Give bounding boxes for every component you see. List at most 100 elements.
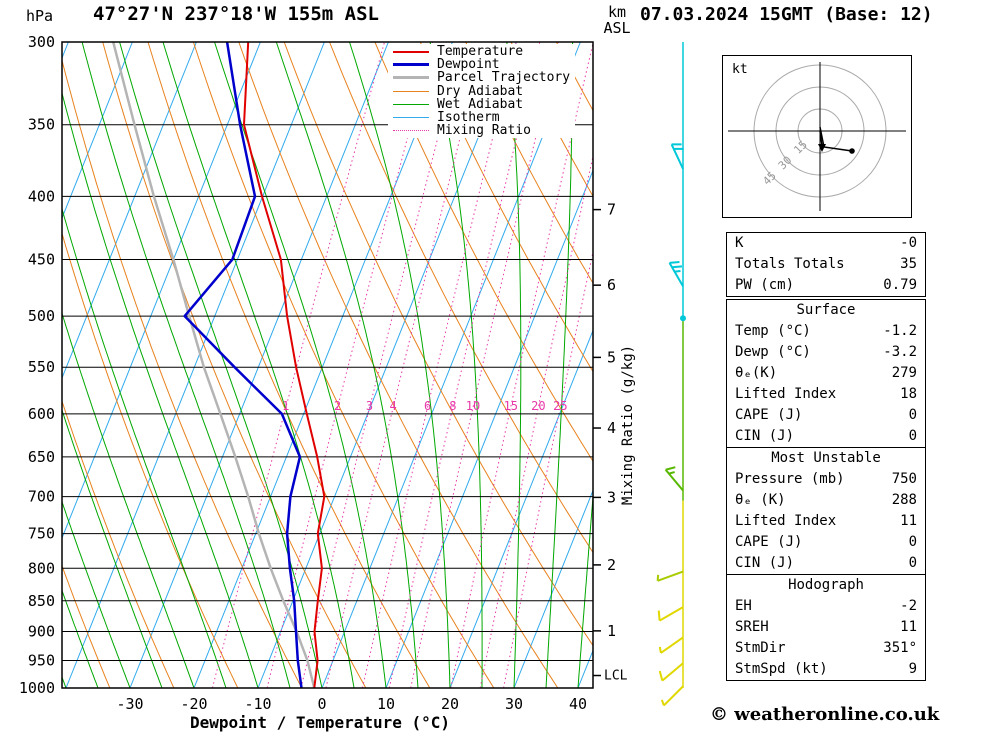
stats-table: Surface Temp (°C) -1.2 Dewp (°C) -3.2 θₑ(K) 27…: [726, 299, 926, 448]
stats-table-row: CAPE (J) 0: [727, 405, 925, 426]
stats-row-label: CAPE (J): [735, 407, 803, 423]
isotherm-line: [62, 42, 261, 540]
stats-table-row: Lifted Index 18: [727, 384, 925, 405]
wind-barb-icon: [670, 143, 684, 170]
stats-table-header: Surface: [796, 302, 856, 318]
pressure-tick-label: 350: [28, 116, 55, 134]
stats-table: K -0 Totals Totals 35 PW (cm) 0.79: [726, 232, 926, 297]
stats-table-row: Pressure (mb) 750: [727, 469, 925, 490]
isotherm-line: [0, 42, 4, 688]
km-tick-label: 1: [607, 622, 616, 640]
wind-barb-icon: [658, 636, 684, 654]
stats-row-value: 35: [900, 256, 917, 272]
stats-row-value: 11: [900, 619, 917, 635]
mixing-ratio-value-label: 8: [449, 399, 456, 413]
isotherm-line: [62, 42, 197, 380]
hodograph-unit-label: kt: [732, 62, 748, 77]
mixing-ratio-value-label: 20: [531, 399, 545, 413]
wind-barb-icon: [660, 685, 684, 707]
stats-table-row: CAPE (J) 0: [727, 532, 925, 553]
pressure-tick-label: 800: [28, 559, 55, 577]
legend-item: Isotherm: [393, 110, 570, 125]
run-datetime: 07.03.2024 15GMT (Base: 12): [640, 4, 933, 25]
isotherm-line: [129, 42, 389, 688]
wet-adiabat-line: [62, 589, 99, 688]
pressure-tick-label: 600: [28, 405, 55, 423]
legend-label: Mixing Ratio: [437, 123, 531, 139]
pressure-tick-label: 950: [28, 651, 55, 669]
wet-adiabat-line: [349, 42, 451, 688]
hodograph-trace-dot: [849, 148, 855, 154]
legend-line-sample: [393, 90, 429, 92]
wet-adiabat-line: [429, 42, 483, 688]
stats-row-label: Dewp (°C): [735, 344, 811, 360]
pressure-tick-label: 650: [28, 448, 55, 466]
isotherm-line: [385, 169, 593, 688]
temp-tick-label: -30: [116, 695, 143, 713]
stats-table-row: SREH 11: [727, 617, 925, 638]
mixing-ratio-line: [450, 42, 593, 688]
stats-row-label: StmSpd (kt): [735, 661, 828, 677]
stats-row-value: -3.2: [883, 344, 917, 360]
copyright-text: © weatheronline.co.uk: [710, 704, 940, 725]
temperature-curve: [243, 42, 326, 688]
stats-table: Most Unstable Pressure (mb) 750 θₑ (K) 288 Li…: [726, 447, 926, 575]
stats-row-value: 0: [908, 555, 917, 571]
dewpoint-curve: [183, 42, 303, 688]
km-tick-label: 4: [607, 419, 616, 437]
chart-frame: [61, 41, 594, 689]
isotherm-line: [257, 42, 517, 688]
stats-row-label: Lifted Index: [735, 513, 837, 529]
skewt-chart: 1 2 3 4 6 8 10 15 20 2530035040045050055060065070…: [0, 33, 686, 732]
km-tick-label: 6: [607, 276, 616, 294]
temp-tick-label: 40: [569, 695, 587, 713]
chart-plot-area: [0, 42, 593, 688]
storm-motion-arrowhead: [818, 144, 826, 152]
mixing-ratio-line: [361, 42, 517, 688]
isotherm-line: [577, 649, 593, 688]
isotherm-line: [62, 42, 133, 220]
stats-row-value: -1.2: [883, 323, 917, 339]
legend-item: Dry Adiabat: [393, 84, 570, 99]
stats-row-value: 0.79: [883, 277, 917, 293]
dry-adiabat-line: [102, 42, 367, 688]
wind-barb-icon: [668, 261, 684, 287]
km-tick-label: 5: [607, 348, 616, 366]
stats-table-header: Most Unstable: [771, 450, 881, 466]
stats-table-row: Dewp (°C) -3.2: [727, 342, 925, 363]
temp-tick-label: -20: [180, 695, 207, 713]
temp-tick-label: -10: [244, 695, 271, 713]
stats-table-row: Temp (°C) -1.2: [727, 321, 925, 342]
stats-row-label: K: [735, 235, 744, 251]
stats-table-row: EH -2: [727, 596, 925, 617]
legend-item: Dewpoint: [393, 57, 570, 72]
dry-adiabat-line: [62, 564, 111, 688]
stats-row-value: 351°: [883, 640, 917, 656]
stats-row-value: -0: [900, 235, 917, 251]
isotherm-line: [449, 329, 593, 688]
mixing-ratio-value-label: 15: [504, 399, 518, 413]
km-axis-header-line1: km: [607, 3, 627, 21]
stats-row-value: -2: [900, 598, 917, 614]
stats-row-label: Pressure (mb): [735, 471, 845, 487]
dry-adiabat-line: [465, 42, 593, 285]
legend-line-sample: [393, 63, 429, 67]
km-tick-label: 2: [607, 556, 616, 574]
pressure-tick-label: 500: [28, 307, 55, 325]
km-axis-header-line2: ASL: [603, 19, 631, 37]
mixing-ratio-line: [325, 42, 485, 688]
wind-barb-icon: [656, 570, 684, 582]
mixing-ratio-value-label: 2: [334, 399, 341, 413]
legend-line-sample: [393, 76, 429, 80]
stats-table-row: CIN (J) 0: [727, 553, 925, 574]
stats-row-value: 11: [900, 513, 917, 529]
stats-row-value: 18: [900, 386, 917, 402]
stats-table-row: K -0: [727, 233, 925, 254]
mixing-ratio-value-label: 6: [424, 399, 431, 413]
stats-row-label: Lifted Index: [735, 386, 837, 402]
legend-label: Wet Adiabat: [437, 96, 524, 112]
mixing-ratio-line: [266, 42, 434, 688]
mixing-ratio-line: [503, 249, 593, 688]
mixing-ratio-value-label: 10: [466, 399, 480, 413]
